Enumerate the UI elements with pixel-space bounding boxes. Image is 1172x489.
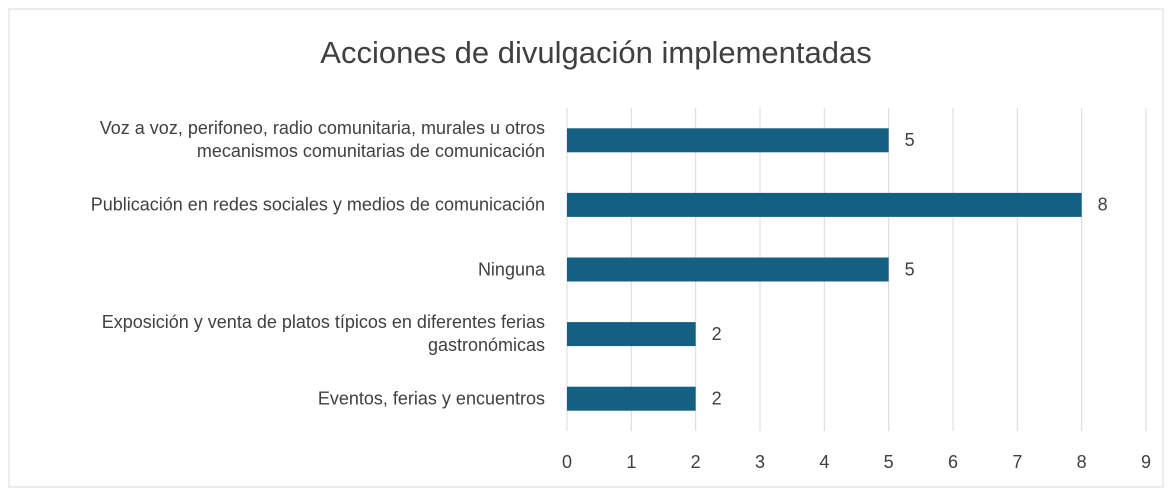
x-tick-label: 5 bbox=[884, 452, 894, 472]
x-tick-label: 0 bbox=[562, 452, 572, 472]
data-label: 2 bbox=[712, 324, 722, 344]
x-tick-label: 8 bbox=[1077, 452, 1087, 472]
x-tick-label: 6 bbox=[948, 452, 958, 472]
bar bbox=[567, 192, 1082, 217]
y-tick-label: Exposición y venta de platos típicos en … bbox=[101, 312, 545, 356]
bar bbox=[567, 386, 696, 411]
x-tick-label: 4 bbox=[819, 452, 829, 472]
y-tick-label: Publicación en redes sociales y medios d… bbox=[90, 194, 545, 215]
data-label: 5 bbox=[905, 130, 915, 150]
data-label: 5 bbox=[905, 259, 915, 279]
y-tick-label: Ninguna bbox=[477, 259, 545, 279]
x-tick-label: 1 bbox=[626, 452, 636, 472]
x-tick-label: 3 bbox=[755, 452, 765, 472]
chart-border bbox=[8, 8, 1164, 488]
bar bbox=[567, 322, 696, 347]
x-tick-label: 2 bbox=[691, 452, 701, 472]
data-label: 2 bbox=[712, 388, 722, 408]
chart-title: Acciones de divulgación implementadas bbox=[320, 35, 871, 70]
y-tick-label: Voz a voz, perifoneo, radio comunitaria,… bbox=[99, 118, 545, 162]
y-tick-label: Eventos, ferias y encuentros bbox=[317, 388, 545, 409]
x-tick-label: 7 bbox=[1012, 452, 1022, 472]
bar bbox=[567, 257, 889, 282]
data-label: 8 bbox=[1098, 195, 1108, 215]
bar bbox=[567, 128, 889, 153]
x-tick-label: 9 bbox=[1141, 452, 1151, 472]
